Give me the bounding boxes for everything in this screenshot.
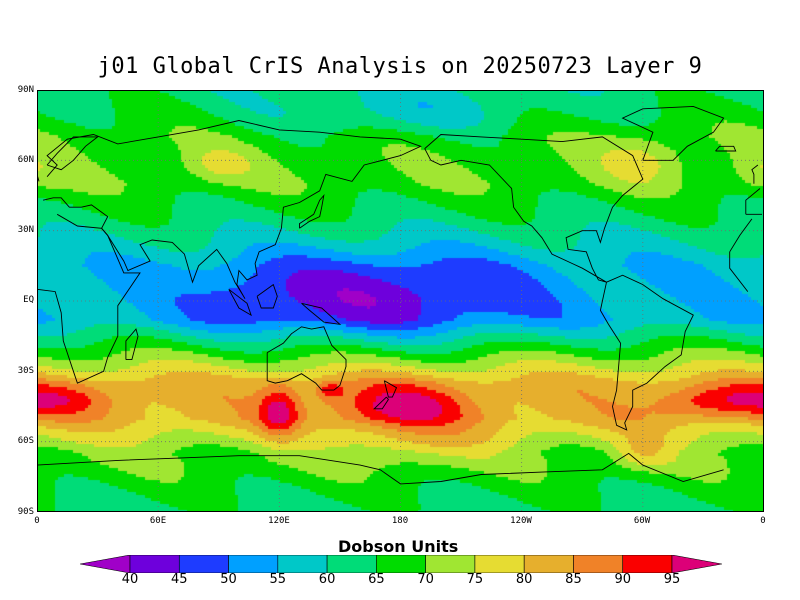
colorbar-tick-label: 45 xyxy=(170,572,188,587)
coastline-africa xyxy=(729,218,753,253)
colorbar-swatch xyxy=(129,555,180,573)
colorbar-tick-label: 55 xyxy=(269,572,287,587)
colorbar-swatch xyxy=(376,555,426,573)
coastlines xyxy=(37,105,762,485)
lon-label-180: 180 xyxy=(391,516,409,526)
lat-label-eq: EQ xyxy=(23,295,34,305)
coastline-n-america xyxy=(424,134,644,283)
coastline-newzealand-s xyxy=(373,396,389,410)
colorbar-tick-label: 40 xyxy=(121,572,139,587)
colorbar-tick-label: 50 xyxy=(220,572,237,587)
colorbar-low-triangle xyxy=(80,555,131,573)
coastline-sumatra xyxy=(228,288,252,317)
colorbar-tick-label: 95 xyxy=(663,572,681,587)
map-frame xyxy=(37,90,764,512)
coastline-madagascar xyxy=(125,328,139,361)
lon-label-60w: 60W xyxy=(633,516,651,526)
lat-label-90s: 90S xyxy=(17,507,34,517)
coastline-eurasia xyxy=(745,188,761,215)
lon-label-0-end: 0 xyxy=(760,516,766,526)
colorbar-swatch xyxy=(573,555,624,573)
coastline-scandinavia xyxy=(46,136,99,171)
ozone-map xyxy=(37,90,764,512)
coastline-greenland xyxy=(621,105,725,161)
coastline-s-america xyxy=(599,274,694,431)
coastline-iceland xyxy=(715,145,737,152)
colorbar-swatch xyxy=(474,555,525,573)
coastline-newzealand-n xyxy=(383,380,398,398)
coastline-japan xyxy=(299,193,325,229)
colorbar-tick-label: 90 xyxy=(614,572,631,587)
coastline-borneo xyxy=(256,283,278,309)
colorbar-swatch xyxy=(228,555,279,573)
lon-label-120e: 120E xyxy=(268,516,290,526)
coastline-antarctica xyxy=(37,452,724,485)
colorbar-swatch xyxy=(425,555,476,573)
colorbar-tick-label: 65 xyxy=(368,572,385,587)
colorbar-title: Dobson Units xyxy=(338,537,459,556)
colorbar-swatch xyxy=(178,555,229,573)
lon-label-120w: 120W xyxy=(510,516,532,526)
lat-label-90n: 90N xyxy=(17,85,34,95)
colorbar xyxy=(80,555,722,573)
colorbar-tick-label: 70 xyxy=(417,572,434,587)
coastline-africa xyxy=(729,251,749,292)
colorbar-swatch xyxy=(523,555,574,573)
lat-label-60n: 60N xyxy=(17,155,34,165)
lon-label-0: 0 xyxy=(34,516,40,526)
colorbar-swatch xyxy=(622,555,673,573)
lat-label-60s: 60S xyxy=(17,436,34,446)
map-overlay xyxy=(37,90,764,512)
map-title: j01 Global CrIS Analysis on 20250723 Lay… xyxy=(97,54,703,79)
lat-label-30n: 30N xyxy=(17,225,34,235)
colorbar-tick-label: 75 xyxy=(466,572,484,587)
colorbar-tick-label: 85 xyxy=(565,572,582,587)
lon-label-60e: 60E xyxy=(149,516,167,526)
coastline-eurasia xyxy=(42,120,422,299)
coastline-britain xyxy=(751,164,759,184)
coastline-africa xyxy=(37,213,141,384)
colorbar-tick-label: 80 xyxy=(515,572,533,587)
colorbar-swatch xyxy=(326,555,377,573)
colorbar-swatch xyxy=(277,555,328,573)
colorbar-high-triangle xyxy=(671,555,722,573)
coastline-australia xyxy=(266,326,347,391)
lat-label-30s: 30S xyxy=(17,366,34,376)
coastline-newguinea xyxy=(301,302,342,326)
graticule xyxy=(37,90,764,512)
colorbar-tick-label: 60 xyxy=(318,572,336,587)
